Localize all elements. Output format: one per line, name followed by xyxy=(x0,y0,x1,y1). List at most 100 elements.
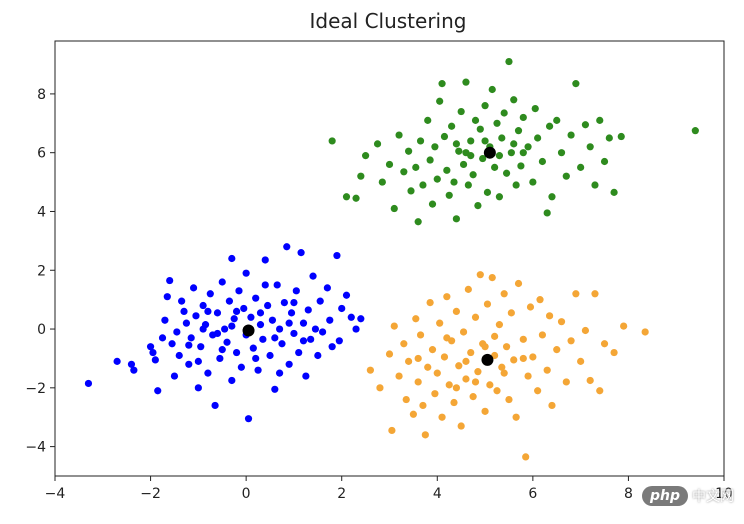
cluster-centers xyxy=(242,146,496,366)
cluster-1-point xyxy=(232,348,241,357)
cluster-1-point xyxy=(189,284,198,292)
cluster-1-point xyxy=(352,325,360,333)
cluster-1-point xyxy=(232,307,241,316)
chart-title: Ideal Clustering xyxy=(310,9,467,33)
cluster-1-point xyxy=(299,337,308,345)
cluster-1-point xyxy=(292,287,300,295)
cluster-3-point xyxy=(362,152,370,160)
cluster-3-point xyxy=(416,137,425,145)
cluster-1-point xyxy=(204,307,212,316)
cluster-2-point xyxy=(572,290,580,298)
cluster-1-point xyxy=(204,369,212,377)
cluster-3-point xyxy=(373,140,382,148)
cluster-1-point xyxy=(154,387,162,395)
cluster-1-point xyxy=(168,340,176,348)
cluster-1-point xyxy=(185,360,193,368)
cluster-1-point xyxy=(216,354,224,363)
cluster-2-point xyxy=(452,307,460,316)
y-tick-label: 8 xyxy=(37,87,46,103)
cluster-2-point xyxy=(591,290,599,298)
cluster-3-point xyxy=(450,178,458,186)
cluster-3-point xyxy=(514,127,523,135)
cluster-1-point xyxy=(271,385,279,393)
cluster-1-point xyxy=(338,304,346,313)
cluster-2-point xyxy=(538,331,547,339)
cluster-1-point xyxy=(235,287,243,295)
cluster-3-point xyxy=(557,149,566,157)
cluster-3-point xyxy=(428,200,437,208)
cluster-2-point xyxy=(462,357,470,365)
cluster-1-point xyxy=(213,309,222,317)
cluster-2-point xyxy=(421,431,429,439)
cluster-2-point xyxy=(522,453,530,461)
cluster-2-point xyxy=(536,296,544,304)
cluster-2-point xyxy=(414,354,422,363)
y-tick-label: 4 xyxy=(37,204,46,220)
cluster-2-point xyxy=(596,387,604,395)
cluster-2-point xyxy=(610,348,618,357)
cluster-2-point xyxy=(455,362,463,370)
cluster-3-point xyxy=(610,188,618,196)
cluster-1-point xyxy=(192,312,200,320)
cluster-2-point xyxy=(464,285,472,293)
cluster-3-point xyxy=(502,169,511,177)
cluster-1-point xyxy=(244,415,253,423)
cluster-1-point xyxy=(285,319,293,327)
cluster-3-point xyxy=(524,143,532,151)
cluster-2-point xyxy=(467,348,475,357)
y-tick-label: −2 xyxy=(25,381,46,397)
cluster-1-point xyxy=(84,379,93,388)
cluster-3-point xyxy=(519,149,527,157)
cluster-2-point xyxy=(443,293,451,301)
cluster-2-point xyxy=(491,332,499,340)
cluster-1-point xyxy=(199,325,207,333)
cluster-2-point xyxy=(457,422,465,430)
cluster-2-point xyxy=(510,356,518,364)
cluster-1-point xyxy=(182,319,191,327)
cluster-3-point xyxy=(481,137,489,145)
cluster-1-point xyxy=(223,338,231,346)
cluster-1-point xyxy=(333,251,341,260)
data-points xyxy=(84,57,699,461)
plot-frame xyxy=(54,40,725,477)
y-tick-label: 0 xyxy=(37,322,46,338)
cluster-3-point xyxy=(600,157,609,166)
cluster-2-point xyxy=(529,353,537,361)
watermark-logo: php xyxy=(641,486,688,506)
y-axis: −4 −2 0 2 4 6 8 xyxy=(25,87,55,456)
cluster-1-point xyxy=(175,351,183,360)
cluster-3-point xyxy=(405,147,413,155)
cluster-2-point xyxy=(385,350,394,358)
cluster-3-center xyxy=(483,146,496,159)
cluster-1-point xyxy=(170,372,179,380)
cluster-2-point xyxy=(405,357,413,365)
cluster-3-point xyxy=(538,157,547,166)
cluster-1-point xyxy=(278,340,286,348)
cluster-3-point xyxy=(545,122,554,130)
cluster-2-point xyxy=(519,354,527,363)
cluster-2-point xyxy=(481,343,489,351)
cluster-3-point xyxy=(474,201,482,210)
cluster-2-point xyxy=(443,334,451,342)
cluster-2-point xyxy=(416,331,425,339)
cluster-1-point xyxy=(266,351,274,360)
cluster-2-point xyxy=(557,318,566,326)
cluster-1-point xyxy=(299,319,308,327)
cluster-1-point xyxy=(228,376,236,385)
cluster-2-point xyxy=(534,387,542,395)
x-tick-label: 8 xyxy=(624,486,633,502)
cluster-3-point xyxy=(424,116,432,124)
cluster-2-point xyxy=(402,395,410,404)
cluster-2-point xyxy=(474,368,482,376)
cluster-2-point xyxy=(400,340,408,348)
cluster-1-point xyxy=(228,322,236,330)
cluster-1-point xyxy=(297,249,305,257)
cluster-1-point xyxy=(225,297,234,305)
cluster-3-point xyxy=(572,80,580,88)
cluster-1-point xyxy=(311,325,320,333)
cluster-1-point xyxy=(290,329,298,338)
cluster-3-point xyxy=(395,131,403,139)
cluster-1-point xyxy=(319,328,327,336)
cluster-2-point xyxy=(481,407,489,415)
cluster-1-point xyxy=(261,281,269,289)
